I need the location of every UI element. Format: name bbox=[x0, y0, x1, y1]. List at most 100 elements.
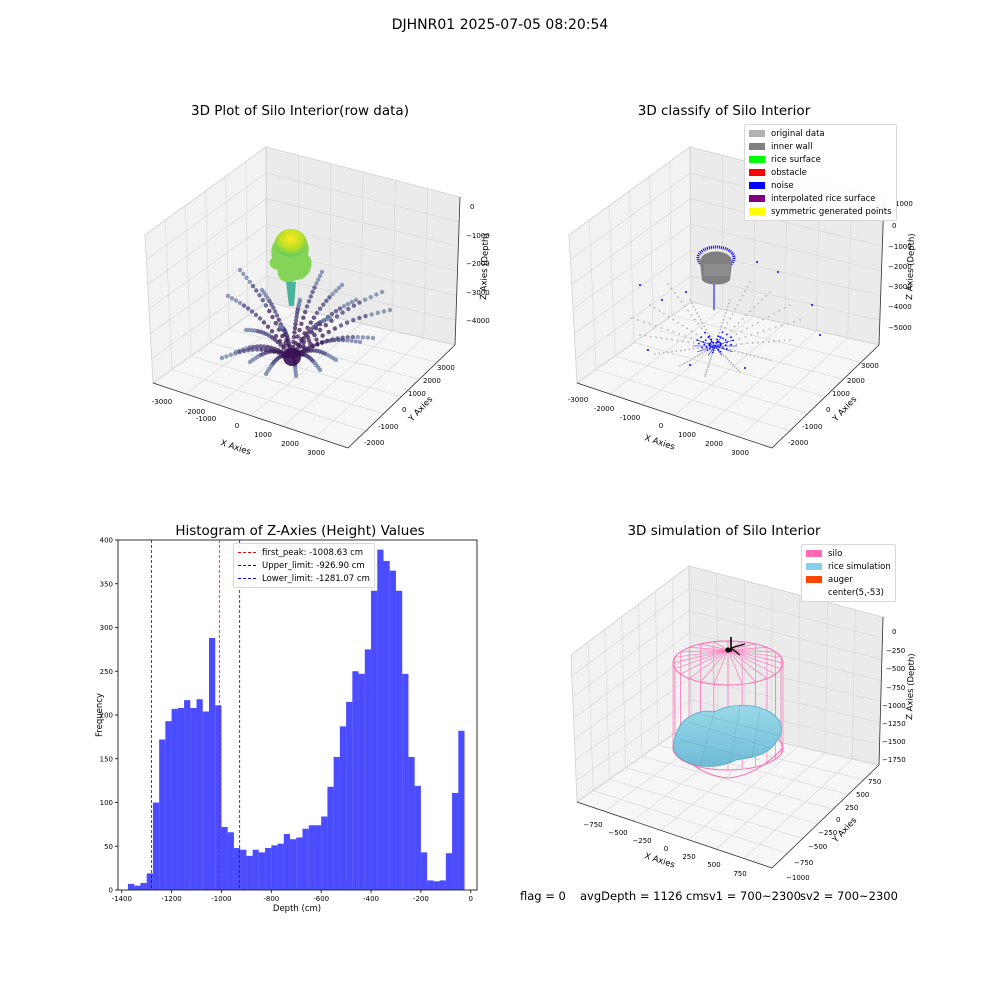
raw-xtick: 2000 bbox=[281, 440, 299, 448]
simulation-legend-entry: silo bbox=[806, 547, 891, 560]
histogram-bar bbox=[140, 883, 147, 890]
classify-legend: original data inner wall rice surface obsta… bbox=[744, 124, 897, 221]
classify-xtick: -2000 bbox=[594, 405, 614, 413]
figure-title: DJHNR01 2025-07-05 08:20:54 bbox=[391, 17, 609, 33]
histogram-bar bbox=[184, 700, 191, 891]
histogram-bar bbox=[427, 880, 434, 891]
histogram-bar bbox=[445, 853, 453, 890]
legend-label: Upper_limit: -926.90 cm bbox=[262, 560, 365, 571]
simulation-legend-label: rice simulation bbox=[828, 561, 891, 572]
classify-y-ticks: -2000 -1000 0 1000 2000 3000 bbox=[788, 362, 879, 447]
histogram-bar bbox=[395, 590, 403, 890]
simulation-ztick: −1500 bbox=[882, 738, 906, 746]
classify-plot-title: 3D classify of Silo Interior bbox=[637, 103, 811, 119]
histogram-bar bbox=[327, 786, 334, 890]
histogram-bar bbox=[377, 549, 384, 891]
raw-ztick: −1000 bbox=[466, 232, 490, 240]
classify-legend-swatch bbox=[749, 156, 765, 163]
raw-ztick: −3000 bbox=[466, 289, 490, 297]
classify-legend-entry: rice surface bbox=[749, 153, 892, 166]
simulation-legend-entry: center(5,-53) bbox=[806, 586, 891, 599]
raw-ytick: 3000 bbox=[437, 364, 455, 372]
histogram-xtick-label: 0 bbox=[469, 895, 473, 903]
simulation-z-axis-label: Z Axies (Depth) bbox=[905, 653, 917, 720]
raw-xtick: 3000 bbox=[307, 449, 325, 457]
histogram-xtick-label: -800 bbox=[263, 895, 279, 903]
simulation-ztick: −1750 bbox=[882, 756, 906, 764]
simulation-ytick: −750 bbox=[794, 859, 813, 867]
classify-ztick: −4000 bbox=[888, 303, 912, 311]
raw-y-ticks: -2000 -1000 0 1000 2000 3000 bbox=[364, 364, 455, 447]
histogram-bar bbox=[358, 673, 365, 891]
histogram-ytick-label: 300 bbox=[100, 624, 113, 632]
histogram-bar bbox=[283, 834, 291, 890]
classify-legend-swatch bbox=[749, 143, 765, 150]
histogram-bar bbox=[240, 849, 247, 890]
histogram-bar bbox=[177, 708, 185, 890]
classify-ytick: 1000 bbox=[832, 390, 850, 398]
simulation-xtick: 500 bbox=[707, 861, 720, 869]
histogram-bar bbox=[389, 570, 396, 891]
histogram-bars bbox=[127, 549, 465, 891]
raw-ytick: 1000 bbox=[408, 390, 426, 398]
simulation-ytick: −500 bbox=[808, 843, 827, 851]
simulation-legend-label: auger bbox=[828, 574, 853, 585]
raw-xtick: -3000 bbox=[152, 398, 172, 406]
classify-z-axis-label: Z Axies (Depth) bbox=[905, 233, 917, 300]
histogram-bar bbox=[209, 638, 216, 890]
simulation-ztick: −1250 bbox=[882, 720, 906, 728]
classify-legend-entry: symmetric generated points bbox=[749, 205, 892, 218]
simulation-legend-entry: auger bbox=[806, 573, 891, 586]
raw-3d-axes bbox=[144, 146, 461, 449]
histogram-bar bbox=[333, 757, 340, 890]
simulation-ztick: −1000 bbox=[882, 702, 906, 710]
classify-ytick: 2000 bbox=[847, 377, 865, 385]
histogram-bar bbox=[321, 816, 328, 890]
legend-line-red bbox=[238, 552, 256, 553]
classify-ytick: 0 bbox=[826, 406, 830, 414]
simulation-legend-swatch bbox=[806, 576, 822, 583]
classify-3d-axes bbox=[568, 146, 885, 449]
raw-z-ticks: 0 −1000 −2000 −3000 −4000 bbox=[466, 203, 490, 325]
classify-ztick: 1000 bbox=[895, 200, 913, 208]
histogram-xtick-label: -400 bbox=[363, 895, 379, 903]
histogram-xtick-label: -1400 bbox=[112, 895, 132, 903]
simulation-xtick: 0 bbox=[664, 845, 668, 853]
simulation-ztick: 0 bbox=[892, 628, 896, 636]
histogram-reference-lines bbox=[150, 540, 241, 890]
simulation-ytick: −1000 bbox=[786, 874, 810, 882]
classify-legend-entry: noise bbox=[749, 179, 892, 192]
simulation-ztick: −250 bbox=[886, 647, 905, 655]
classify-x-ticks: -3000 -2000 -1000 0 1000 2000 3000 bbox=[568, 396, 749, 457]
histogram-bar bbox=[202, 711, 209, 890]
histogram-bar bbox=[314, 825, 322, 890]
histogram-bar bbox=[227, 832, 234, 890]
legend-entry-lower-limit: Lower_limit: -1281.07 cm bbox=[238, 572, 370, 585]
histogram-bar bbox=[127, 883, 135, 891]
simulation-ytick: 0 bbox=[836, 816, 840, 824]
raw-ytick: 0 bbox=[402, 406, 406, 414]
classify-legend-label: rice surface bbox=[771, 154, 821, 165]
raw-xtick: 0 bbox=[235, 422, 239, 430]
classify-xtick: 1000 bbox=[678, 431, 696, 439]
simulation-legend: silo rice simulation auger center(5,-53) bbox=[801, 544, 896, 602]
raw-point-cloud bbox=[219, 267, 393, 379]
classify-legend-entry: interpolated rice surface bbox=[749, 192, 892, 205]
classify-legend-label: interpolated rice surface bbox=[771, 193, 876, 204]
classify-ztick: −1000 bbox=[888, 243, 912, 251]
histogram-ytick-label: 150 bbox=[100, 755, 113, 763]
simulation-xtick: −750 bbox=[583, 821, 602, 829]
legend-entry-first-peak: first_peak: -1008.63 cm bbox=[238, 546, 370, 559]
classify-ztick: −3000 bbox=[888, 283, 912, 291]
classify-xtick: 0 bbox=[659, 422, 663, 430]
histogram-bar bbox=[134, 885, 141, 891]
classify-xtick: 3000 bbox=[731, 449, 749, 457]
raw-xtick: -2000 bbox=[185, 408, 205, 416]
histogram-legend: first_peak: -1008.63 cm Upper_limit: -92… bbox=[233, 543, 375, 588]
histogram-bar bbox=[265, 848, 272, 890]
raw-ytick: -1000 bbox=[378, 423, 398, 431]
histogram-xtick-label: -200 bbox=[413, 895, 429, 903]
auger-marker bbox=[725, 637, 746, 656]
simulation-xtick: 750 bbox=[733, 870, 746, 878]
